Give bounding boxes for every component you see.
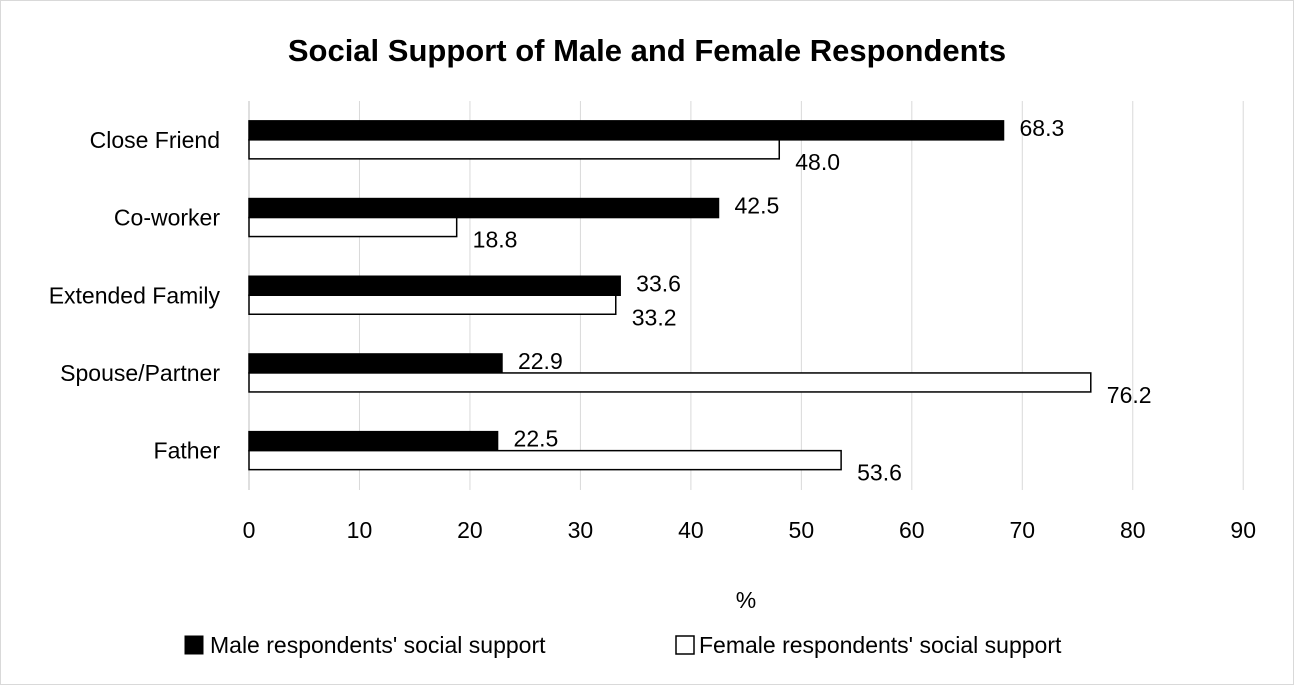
x-axis-label: % [736, 587, 756, 613]
x-tick-label: 20 [457, 517, 483, 543]
legend-label-female: Female respondents' social support [699, 632, 1062, 658]
bar [248, 139, 781, 160]
gridlines [248, 101, 1244, 490]
data-label: 68.3 [1020, 115, 1065, 141]
bar [248, 449, 842, 471]
x-tick-label: 70 [1009, 517, 1035, 543]
bar [248, 197, 720, 219]
category-label: Extended Family [49, 282, 221, 308]
category-label: Father [154, 438, 221, 464]
legend-swatch-female [675, 635, 695, 655]
x-tick-label: 80 [1120, 517, 1146, 543]
data-label: 22.5 [514, 426, 559, 452]
data-labels: 68.3 48.0 42.5 18.8 33.6 33.2 22.9 76.2 22.5 53.6 [473, 115, 1152, 486]
bar [248, 294, 617, 315]
data-label: 33.6 [636, 270, 681, 296]
x-tick-label: 0 [243, 517, 256, 543]
data-label: 22.9 [518, 348, 563, 374]
bar [248, 120, 1005, 141]
category-labels: Close Friend Co-worker Extended Family Spou… [49, 127, 221, 464]
data-label: 53.6 [857, 460, 902, 486]
bar [248, 216, 458, 238]
bar [248, 353, 503, 374]
data-label: 42.5 [734, 193, 779, 219]
bar [248, 275, 621, 296]
x-tick-labels: 0 10 20 30 40 50 60 70 80 90 [243, 517, 1256, 543]
legend-swatch-male [184, 635, 204, 655]
x-tick-label: 40 [678, 517, 704, 543]
x-tick-label: 50 [789, 517, 815, 543]
bar [248, 372, 1092, 393]
category-label: Spouse/Partner [60, 360, 220, 386]
x-tick-label: 10 [347, 517, 373, 543]
data-label: 76.2 [1107, 382, 1152, 408]
data-label: 33.2 [632, 304, 677, 330]
category-label: Co-worker [114, 205, 220, 231]
bar [248, 430, 499, 452]
x-tick-label: 60 [899, 517, 925, 543]
bars [248, 120, 1092, 471]
chart-title: Social Support of Male and Female Respon… [288, 33, 1006, 68]
data-label: 48.0 [795, 149, 840, 175]
x-tick-label: 30 [568, 517, 594, 543]
category-label: Close Friend [90, 127, 220, 153]
data-label: 18.8 [473, 227, 518, 253]
legend-label-male: Male respondents' social support [210, 632, 546, 658]
legend: Male respondents' social support Female … [184, 632, 1062, 658]
x-tick-label: 90 [1230, 517, 1256, 543]
